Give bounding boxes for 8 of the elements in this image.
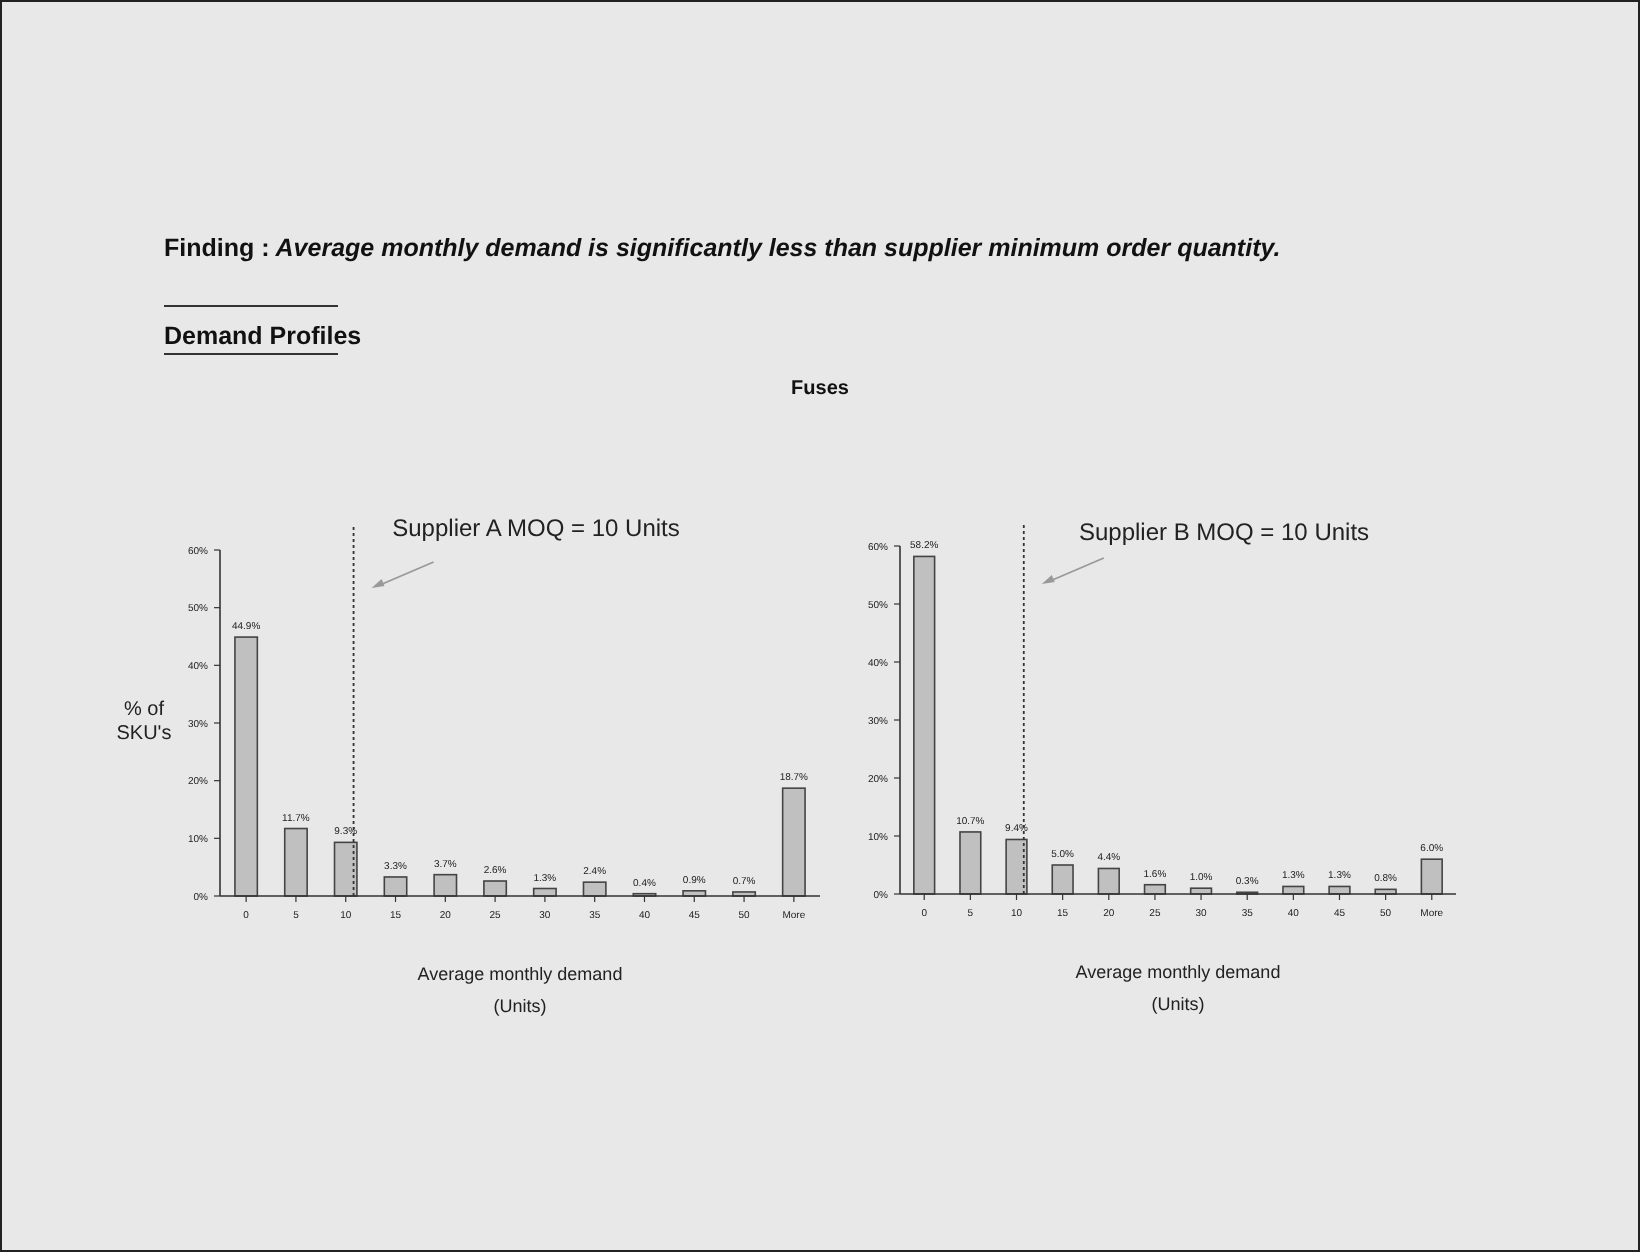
chart-title: Supplier A MOQ = 10 Units — [392, 514, 680, 542]
x-axis-title: Average monthly demand (Units) — [417, 964, 623, 1016]
y-axis-title: % of SKU's — [116, 699, 172, 745]
x-axis-title: Average monthly demand (Units) — [1075, 962, 1281, 1014]
text: Demand Profiles — [164, 322, 362, 350]
chart-title: Supplier B MOQ = 10 Units — [1078, 518, 1370, 546]
text: Finding : Average monthly demand is significantly less than supplier minimum order quantity. — [164, 234, 1281, 262]
text: Fuses — [791, 378, 850, 400]
